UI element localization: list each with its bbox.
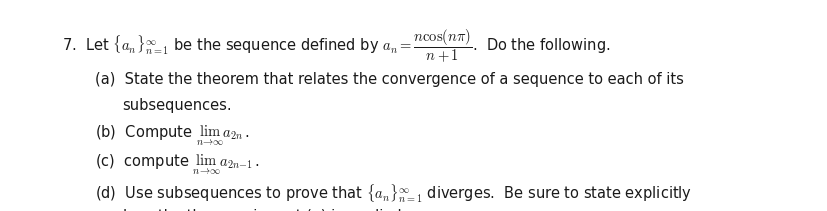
Text: how the theorem in part (a) is applied.: how the theorem in part (a) is applied.: [122, 209, 405, 211]
Text: subsequences.: subsequences.: [122, 98, 232, 113]
Text: (d)  Use subsequences to prove that $\{a_n\}_{n=1}^{\infty}$ diverges.  Be sure : (d) Use subsequences to prove that $\{a_…: [95, 183, 691, 205]
Text: (a)  State the theorem that relates the convergence of a sequence to each of its: (a) State the theorem that relates the c…: [95, 72, 683, 87]
Text: (b)  Compute $\lim_{n\to\infty} a_{2n}$.: (b) Compute $\lim_{n\to\infty} a_{2n}$.: [95, 123, 250, 148]
Text: 7.  Let $\{a_n\}_{n=1}^{\infty}$ be the sequence defined by $a_n = \dfrac{n\cos(: 7. Let $\{a_n\}_{n=1}^{\infty}$ be the s…: [62, 27, 609, 65]
Text: (c)  compute $\lim_{n\to\infty} a_{2n-1}$.: (c) compute $\lim_{n\to\infty} a_{2n-1}$…: [95, 153, 260, 177]
